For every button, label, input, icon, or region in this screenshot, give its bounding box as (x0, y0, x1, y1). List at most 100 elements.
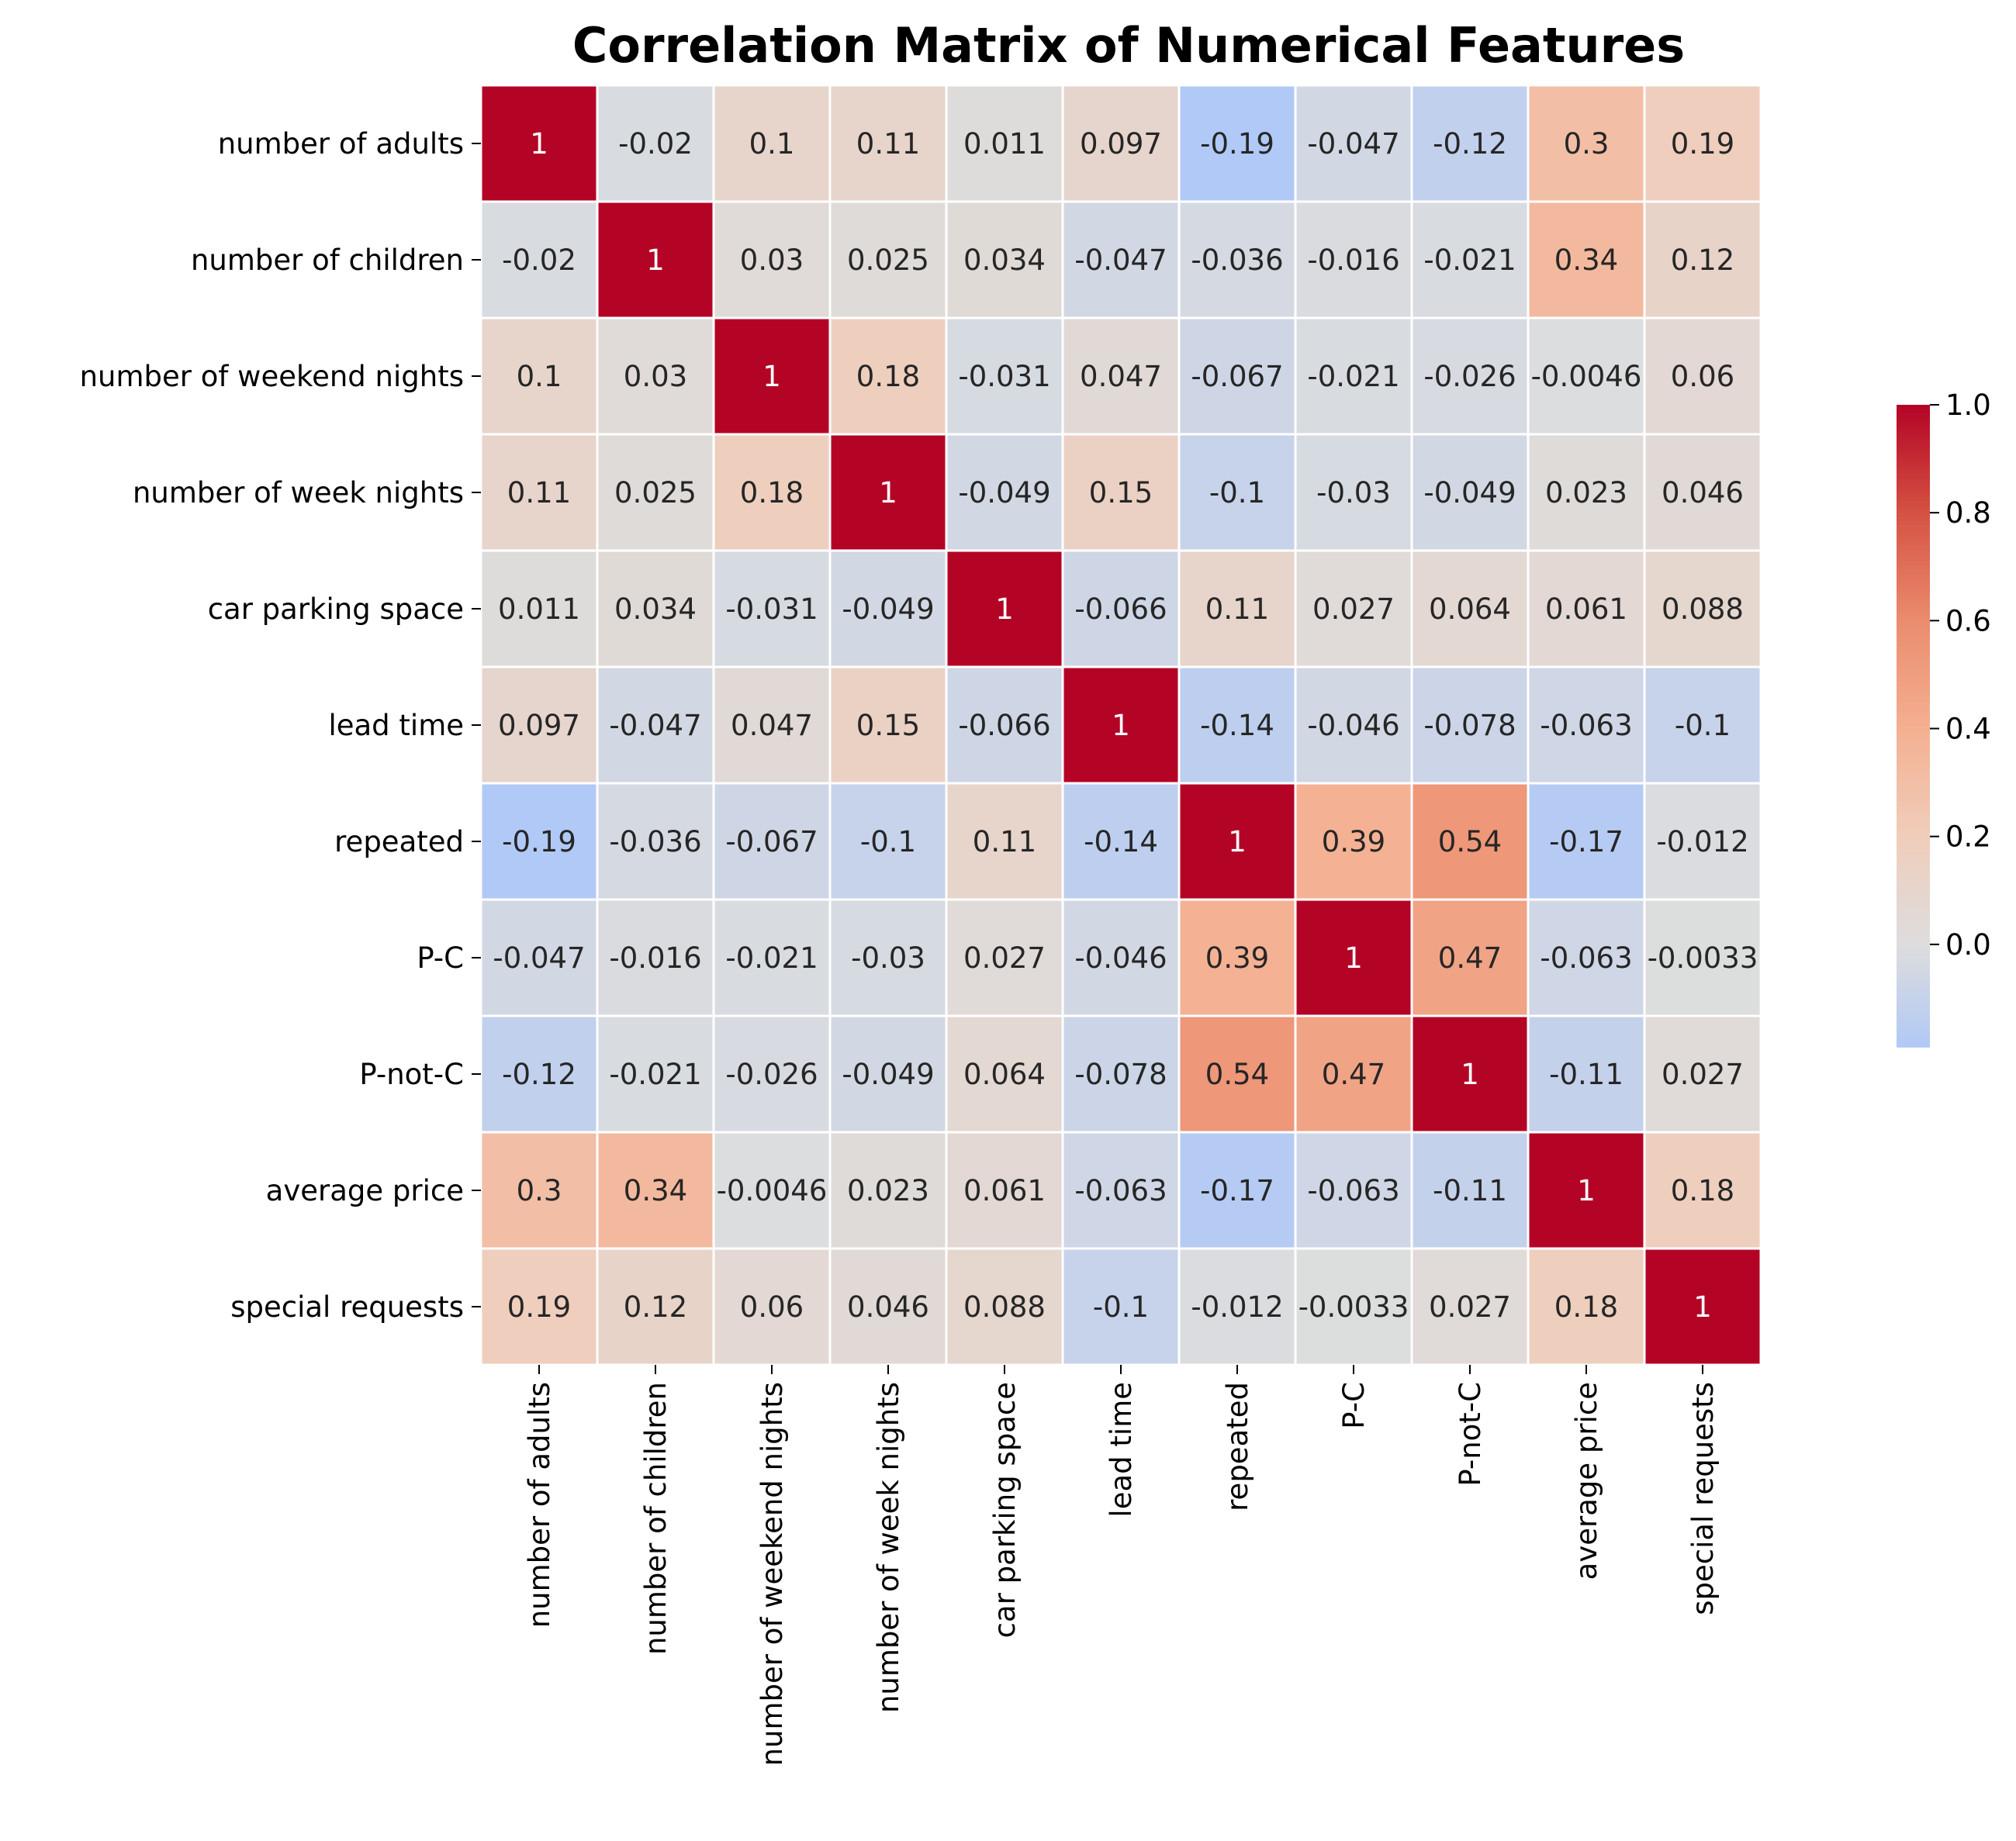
colorbar-segment (1897, 750, 1930, 755)
y-tick-label: number of children (191, 244, 464, 277)
colorbar-segment (1897, 433, 1930, 438)
x-tick-label: P-C (1337, 1382, 1371, 1429)
colorbar-segment (1897, 617, 1930, 623)
cell-value-label: -0.1 (1675, 709, 1731, 742)
heatmap-cell (828, 1131, 948, 1250)
cell-value-label: -0.1 (860, 825, 916, 858)
colorbar-segment (1897, 569, 1930, 575)
colorbar-segment (1897, 902, 1930, 907)
cell-value-label: 0.025 (847, 244, 929, 277)
heatmap-cell (1410, 316, 1530, 436)
colorbar-tick-label: 0.2 (1945, 820, 1991, 854)
heatmap-cells (479, 84, 1762, 1366)
heatmap-cell (1294, 1014, 1413, 1134)
cell-value-label: -0.02 (502, 244, 576, 277)
cell-value-label: -0.031 (958, 360, 1050, 393)
cell-value-label: 0.18 (856, 360, 920, 393)
colorbar-segment (1897, 762, 1930, 767)
colorbar-segment (1897, 492, 1930, 498)
colorbar-segment (1897, 1038, 1930, 1044)
colorbar-segment (1897, 613, 1930, 619)
colorbar-segment (1897, 874, 1930, 879)
heatmap-cell (1527, 782, 1646, 901)
colorbar-segment (1897, 994, 1930, 1000)
cell-value-label: 0.15 (856, 709, 920, 742)
cell-value-label: -0.047 (1307, 127, 1399, 161)
heatmap-cell (596, 1247, 715, 1366)
colorbar-segment (1897, 834, 1930, 839)
colorbar-segment (1897, 741, 1930, 747)
colorbar-segment (1897, 898, 1930, 903)
cell-value-label: 0.47 (1322, 1058, 1385, 1091)
colorbar-segment (1897, 444, 1930, 450)
heatmap-cell (596, 84, 715, 203)
cell-value-label: 0.15 (1089, 476, 1153, 509)
colorbar-segment (1897, 573, 1930, 579)
cell-value-label: 0.097 (1080, 127, 1162, 161)
heatmap-cell (945, 1247, 1064, 1366)
x-tick-label: car parking space (988, 1382, 1022, 1638)
cell-value-label: -0.0046 (717, 1174, 828, 1207)
heatmap-cell (479, 1014, 599, 1134)
colorbar-segment (1897, 737, 1930, 743)
colorbar-segment (1897, 846, 1930, 851)
colorbar-segment (1897, 882, 1930, 887)
colorbar-segment (1897, 878, 1930, 883)
colorbar-segment (1897, 565, 1930, 570)
cell-value-label: 0.027 (1312, 592, 1395, 626)
heatmap-cell (1294, 1131, 1413, 1250)
colorbar-segment (1897, 922, 1930, 927)
colorbar-segment (1897, 793, 1930, 799)
heatmap-cell (1527, 433, 1646, 552)
cell-value-label: 0.11 (507, 476, 571, 509)
x-tick-label: number of adults (523, 1382, 556, 1628)
heatmap-cell-labels: 1 -0.02 0.1 0.11 0.011 0.097 -0.19 -0.047 -0.12 0… (493, 127, 1758, 1324)
colorbar-segment (1897, 533, 1930, 538)
heatmap-cell (1294, 1247, 1413, 1366)
cell-value-label: -0.11 (1549, 1058, 1624, 1091)
colorbar-segment (1897, 553, 1930, 558)
colorbar-segment (1897, 894, 1930, 900)
colorbar-segment (1897, 726, 1930, 731)
cell-value-label: -0.047 (1074, 244, 1167, 277)
cell-value-label: 1 (1461, 1058, 1479, 1091)
colorbar-segment (1897, 633, 1930, 638)
cell-value-label: -0.021 (1423, 244, 1516, 277)
heatmap-cell (479, 316, 599, 436)
colorbar-segment (1897, 1042, 1930, 1048)
cell-value-label: -0.02 (618, 127, 693, 161)
cell-value-label: 0.11 (973, 825, 1036, 858)
colorbar-segment (1897, 786, 1930, 791)
heatmap-cell (1643, 782, 1762, 901)
colorbar-segment (1897, 669, 1930, 675)
cell-value-label: -0.0046 (1531, 360, 1642, 393)
colorbar-segment (1897, 966, 1930, 972)
heatmap-cell (828, 433, 948, 552)
colorbar-segment (1897, 914, 1930, 920)
heatmap-cell (712, 782, 832, 901)
heatmap-cell (712, 200, 832, 319)
heatmap-cell (1061, 549, 1181, 668)
cell-value-label: -0.17 (1549, 825, 1624, 858)
colorbar-segment (1897, 501, 1930, 506)
cell-value-label: -0.063 (1307, 1174, 1399, 1207)
cell-value-label: -0.03 (1316, 476, 1391, 509)
cell-value-label: -0.19 (1200, 127, 1274, 161)
cell-value-label: 1 (1344, 941, 1363, 975)
colorbar-segment (1897, 489, 1930, 494)
heatmap-cell (945, 200, 1064, 319)
cell-value-label: 1 (995, 592, 1014, 626)
colorbar-segment (1897, 701, 1930, 706)
cell-value-label: 0.034 (614, 592, 697, 626)
cell-value-label: -0.0033 (1648, 941, 1758, 975)
colorbar-segment (1897, 813, 1930, 819)
heatmap-cell (1410, 665, 1530, 785)
x-tick-label: special requests (1686, 1382, 1720, 1615)
heatmap-cell (712, 1131, 832, 1250)
colorbar-segment (1897, 689, 1930, 695)
colorbar-segment (1897, 1014, 1930, 1020)
colorbar-segment (1897, 621, 1930, 627)
cell-value-label: -0.046 (1074, 941, 1167, 975)
cell-value-label: -0.031 (725, 592, 818, 626)
colorbar-segment (1897, 661, 1930, 667)
